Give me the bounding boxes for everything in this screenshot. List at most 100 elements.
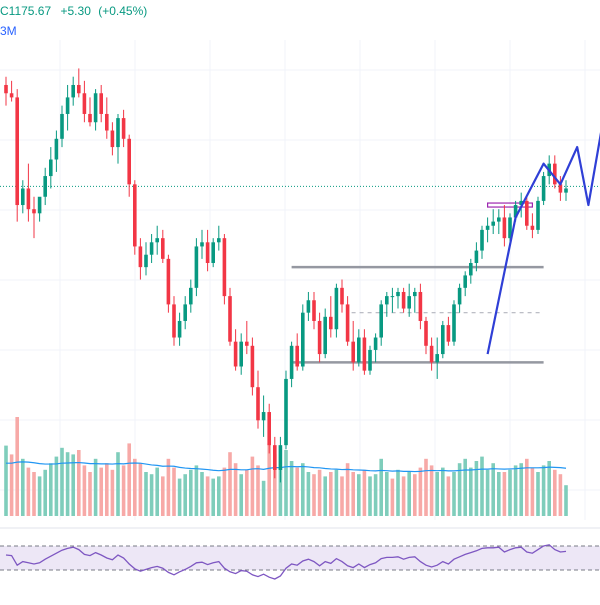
volume-bar bbox=[424, 458, 428, 516]
candle-body bbox=[345, 304, 350, 342]
candle-body bbox=[385, 296, 389, 305]
candle-body bbox=[429, 345, 434, 363]
candle-body bbox=[329, 316, 333, 330]
volume-bar bbox=[519, 463, 523, 516]
candle-body bbox=[513, 205, 518, 218]
volume-bar bbox=[435, 472, 439, 516]
candle-body bbox=[250, 345, 255, 388]
volume-bar bbox=[77, 450, 81, 516]
candle-body bbox=[401, 291, 406, 309]
candle-body bbox=[530, 225, 535, 230]
volume-bar bbox=[474, 461, 479, 516]
candle-body bbox=[189, 287, 193, 305]
candle-body bbox=[54, 138, 59, 160]
candle-body bbox=[82, 93, 87, 114]
change-pct-text: (+0.45%) bbox=[98, 4, 148, 18]
volume-bar bbox=[553, 469, 557, 516]
volume-bar bbox=[547, 461, 551, 516]
volume-bar bbox=[463, 458, 467, 516]
candle-body bbox=[60, 113, 64, 139]
volume-bar bbox=[245, 469, 249, 516]
volume-bar bbox=[228, 452, 232, 516]
candle-body bbox=[116, 118, 120, 148]
candle-body bbox=[323, 316, 327, 355]
candle-body bbox=[21, 188, 25, 206]
volume-bar bbox=[155, 467, 159, 516]
candle-body bbox=[49, 159, 53, 177]
candle-body bbox=[295, 345, 299, 367]
volume-bar bbox=[508, 469, 512, 516]
candle-body bbox=[32, 209, 36, 214]
candle-body bbox=[485, 225, 490, 230]
candle-body bbox=[155, 238, 159, 243]
volume-bar bbox=[110, 469, 115, 516]
candle-body bbox=[452, 304, 456, 342]
pattern-box bbox=[487, 202, 534, 208]
volume-bar bbox=[250, 456, 255, 516]
candle-body bbox=[278, 445, 283, 470]
candle-body bbox=[541, 176, 546, 201]
candle-body bbox=[469, 263, 473, 276]
candle-body bbox=[407, 296, 411, 309]
volume-bar bbox=[82, 465, 87, 516]
volume-bar bbox=[301, 463, 305, 516]
candle-body bbox=[161, 238, 165, 259]
candle-body bbox=[525, 200, 529, 226]
volume-bar bbox=[541, 465, 546, 516]
candle-body bbox=[457, 287, 462, 305]
candle-body bbox=[474, 250, 479, 263]
candle-body bbox=[217, 238, 221, 243]
candle-body bbox=[245, 341, 249, 346]
volume-bar bbox=[469, 467, 473, 516]
volume-ma-line bbox=[6, 461, 567, 473]
volume-bar bbox=[88, 472, 92, 516]
volume-bar bbox=[121, 465, 126, 516]
volume-bar bbox=[558, 474, 563, 516]
volume-bar bbox=[26, 467, 31, 516]
volume-bar bbox=[205, 476, 210, 516]
volume-bar bbox=[491, 463, 495, 516]
candle-body bbox=[99, 93, 103, 114]
candle-body bbox=[110, 130, 115, 148]
candle-body bbox=[418, 291, 423, 321]
volume-bar bbox=[497, 472, 501, 516]
candle-body bbox=[43, 176, 47, 197]
rsi-line bbox=[5, 544, 567, 580]
candle-body bbox=[491, 221, 495, 226]
change-text: +5.30 bbox=[60, 4, 91, 18]
candle-body bbox=[138, 246, 143, 268]
candle-body bbox=[441, 325, 445, 355]
candle-body bbox=[463, 275, 467, 288]
candle-body bbox=[194, 246, 199, 288]
volume-bar bbox=[390, 478, 395, 516]
volume-bar bbox=[441, 467, 445, 516]
candle-body bbox=[334, 287, 339, 330]
candle-body bbox=[536, 200, 540, 230]
volume-bar bbox=[329, 472, 333, 516]
candle-body bbox=[424, 320, 428, 346]
candle-body bbox=[9, 93, 14, 98]
volume-bar bbox=[480, 456, 484, 516]
volume-bar bbox=[217, 476, 221, 516]
volume-bar bbox=[525, 458, 529, 516]
candle-body bbox=[273, 445, 277, 470]
candle-body bbox=[435, 354, 439, 363]
volume-bar bbox=[65, 452, 70, 516]
candle-body bbox=[172, 304, 176, 338]
candle-body bbox=[15, 97, 19, 206]
candle-body bbox=[362, 337, 367, 371]
candle-body bbox=[200, 242, 204, 247]
volume-bar bbox=[49, 463, 53, 516]
candle-body bbox=[480, 229, 484, 251]
candle-body bbox=[508, 217, 512, 239]
candle-body bbox=[301, 312, 305, 367]
volume-bar bbox=[273, 454, 277, 516]
volume-bar bbox=[133, 458, 137, 516]
candle-body bbox=[553, 163, 557, 185]
volume-bar bbox=[312, 474, 316, 516]
volume-bar bbox=[32, 472, 36, 516]
volume-bar bbox=[161, 476, 165, 516]
volume-bar bbox=[43, 469, 47, 516]
